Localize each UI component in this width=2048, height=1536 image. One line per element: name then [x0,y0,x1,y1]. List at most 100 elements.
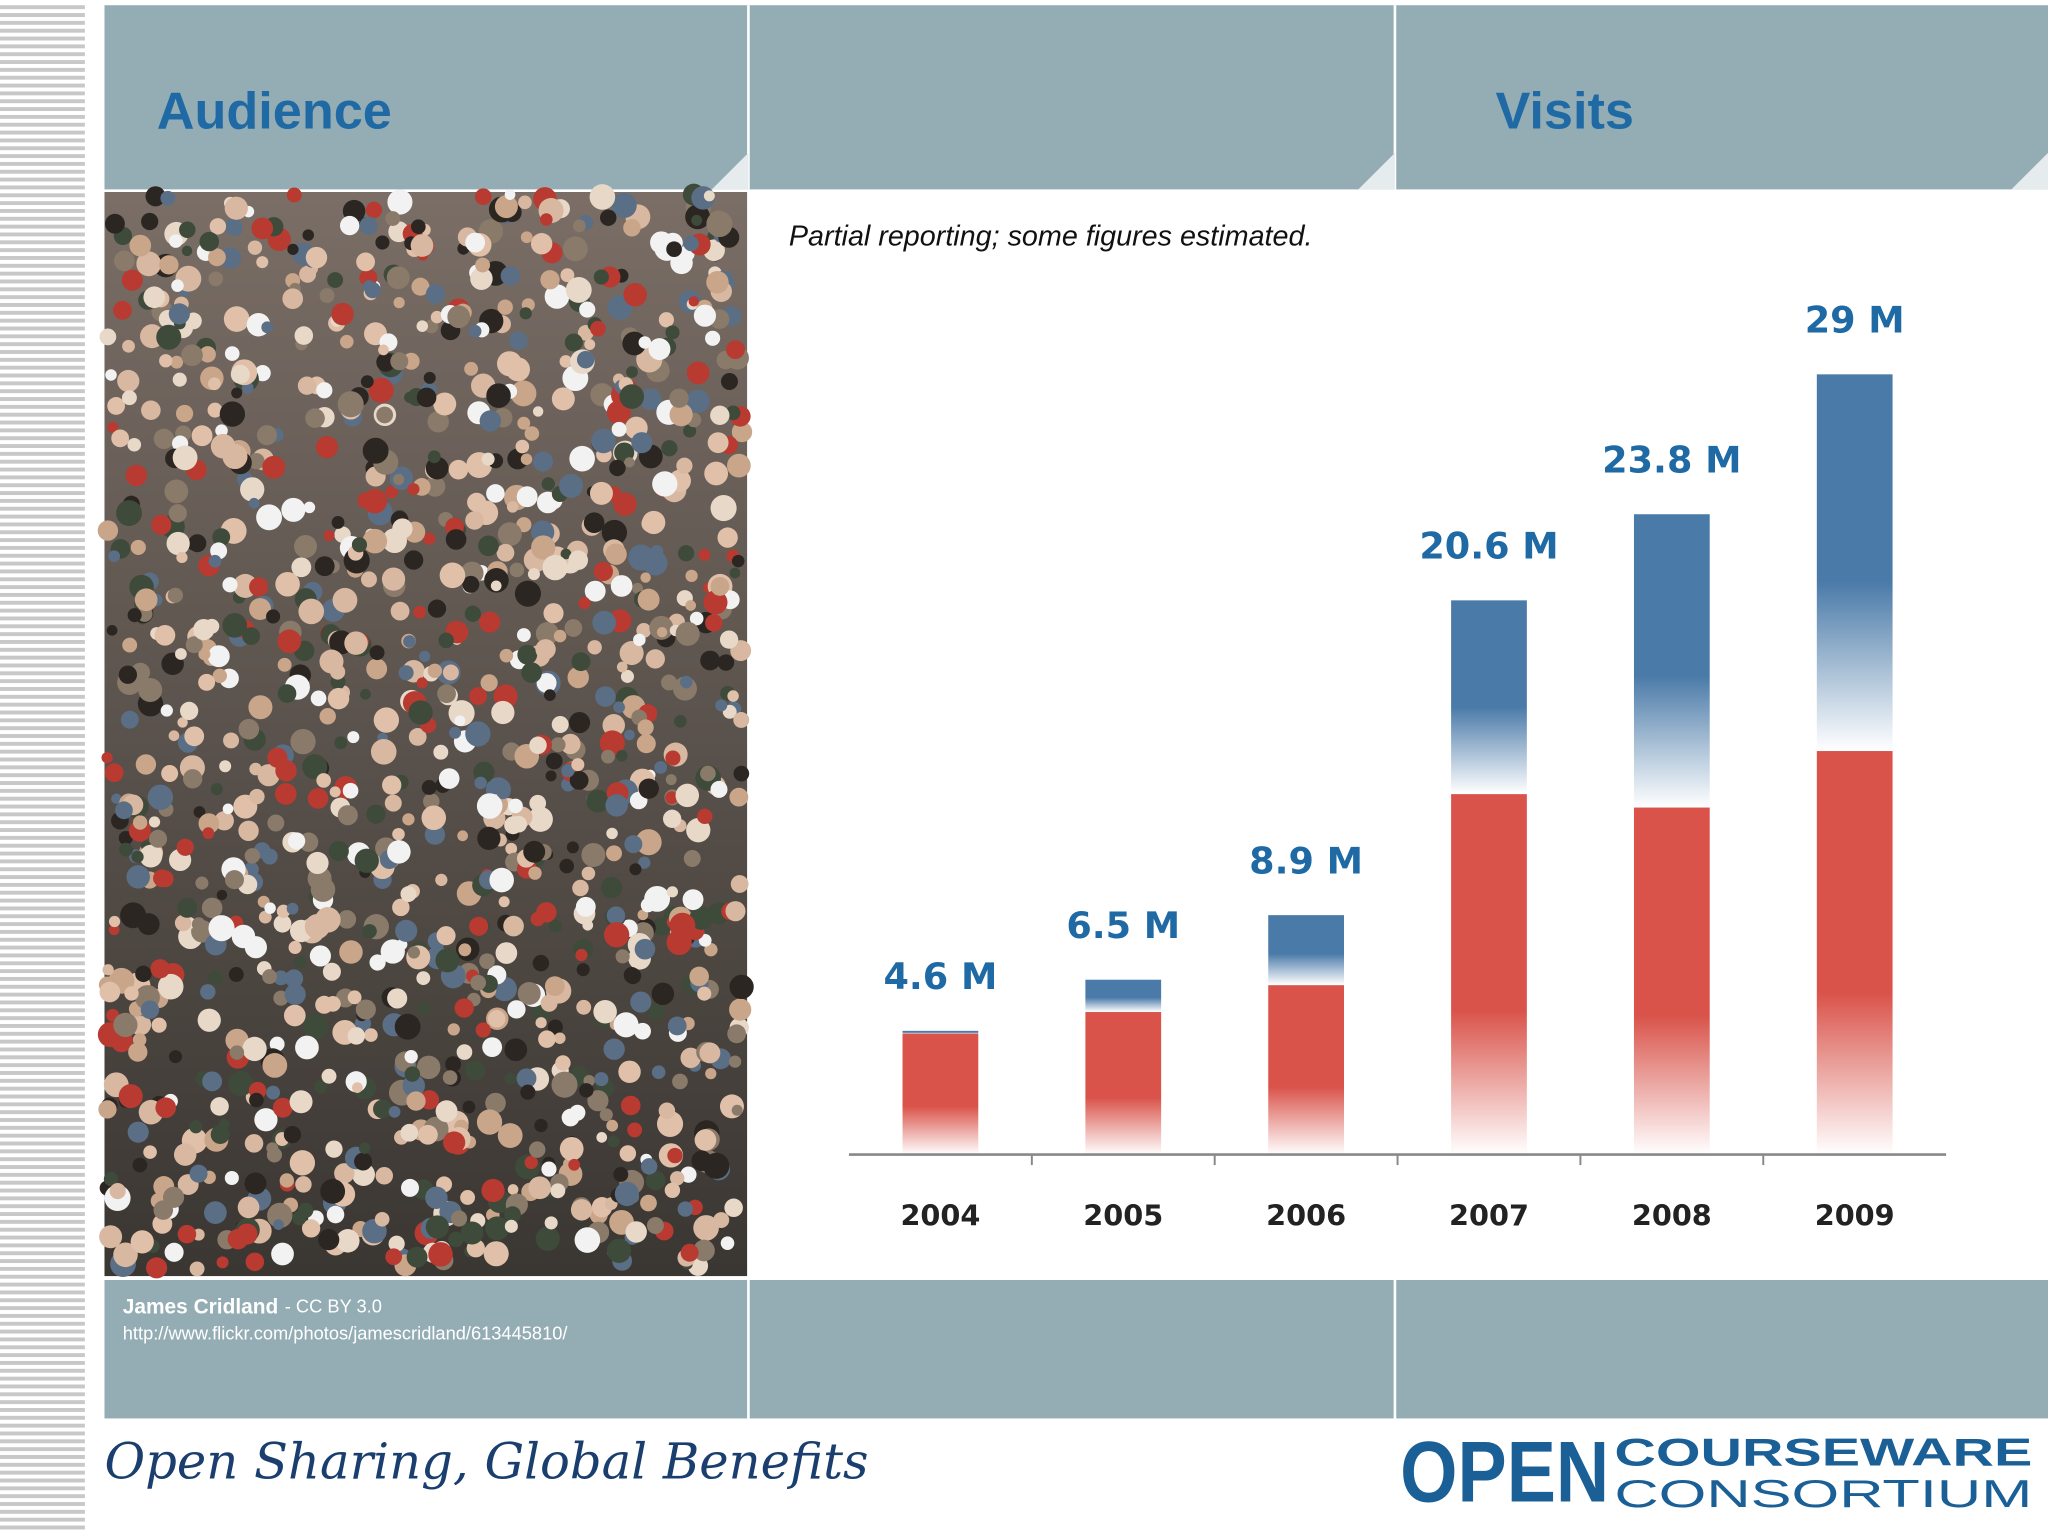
crowd-dot [179,701,199,721]
crowd-dot [303,1013,329,1040]
crowd-dot [648,1003,665,1020]
crowd-dot [506,501,519,513]
stripe [0,961,85,966]
stripe [0,498,85,503]
crowd-dot [517,416,531,430]
crowd-dot [236,1223,258,1245]
crowd-dot [560,268,575,283]
crowd-dot [411,277,430,296]
crowd-dot [193,618,215,641]
crowd-dot [137,913,160,936]
crowd-dot [544,284,570,309]
crowd-dot [667,1147,683,1164]
crowd-dot [578,597,591,610]
crowd-dot [636,734,656,754]
crowd-dot [323,530,335,541]
crowd-dot [373,1099,392,1119]
x-tick-label: 2009 [1815,1198,1895,1232]
crowd-dot [518,195,532,210]
crowd-dot [247,240,263,255]
crowd-dot [310,877,336,902]
crowd-dot [177,1224,197,1244]
crowd-dot [504,1219,518,1233]
stripe [0,914,85,919]
stripe [0,1219,85,1224]
stripe [0,788,85,793]
crowd-dot [352,1082,363,1093]
crowd-dot [662,809,682,828]
stripe [0,185,85,190]
crowd-dot [504,1206,521,1223]
stripe [0,1165,85,1169]
stripe [0,828,85,832]
stripe [0,224,85,229]
crowd-dot [560,733,581,755]
stripe [0,1266,85,1271]
crowd-dot [288,940,302,954]
crowd-dot [622,331,647,356]
crowd-dot [294,326,314,345]
crowd-dot [638,336,652,349]
crowd-dot [223,306,250,332]
crowd-dot [118,665,138,684]
stripe [0,1431,85,1436]
crowd-dot [717,527,738,548]
crowd-dot [193,806,206,818]
crowd-dot [153,869,171,888]
crowd-dot [182,769,203,789]
crowd-dot [329,786,341,798]
stripe [0,1188,85,1193]
stripe [0,208,85,213]
crowd-dot [141,212,159,231]
crowd-dot [214,811,234,831]
crowd-dot [603,922,630,948]
crowd-dot [360,375,374,389]
stripe [0,726,85,731]
crowd-dot [530,233,553,255]
crowd-dot [222,577,238,593]
crowd-dot [666,241,682,258]
crowd-dot [600,877,623,899]
crowd-dot [347,1027,366,1045]
crowd-dot [623,219,641,237]
stripe [0,577,85,582]
crowd-dot [605,794,628,817]
crowd-dot [634,938,656,960]
crowd-dot [532,451,554,472]
crowd-dot [215,424,228,437]
crowd-dot [593,269,609,285]
side-stripes [0,5,85,1530]
stripe [0,483,85,488]
x-tick-label: 2005 [1083,1198,1163,1232]
crowd-dot [393,297,405,309]
crowd-dot [275,571,300,597]
crowd-dot [661,440,678,457]
crowd-dot [272,1097,293,1118]
crowd-dot [497,1123,523,1148]
crowd-dot [507,1000,526,1019]
crowd-dot [139,844,163,868]
crowd-dot [208,377,221,391]
crowd-dot [584,580,606,602]
crowd-dot [613,701,625,714]
crowd-dot [286,902,299,915]
crowd-dot [635,829,662,856]
crowd-dot [231,387,243,399]
crowd-dot [683,235,699,252]
crowd-dot [561,1108,580,1127]
bar-segment [1633,807,1710,1155]
crowd-dot [725,901,746,922]
crowd-dot [675,783,700,808]
crowd-dot [156,324,182,350]
crowd-dot [423,793,440,810]
crowd-dot [720,1236,735,1250]
crowd-dot [704,943,718,957]
crowd-dot [219,401,246,427]
stripe [0,1392,85,1397]
crowd-dot [601,519,628,546]
crowd-dot [208,271,224,287]
crowd-dot [570,1199,593,1221]
stripe [0,530,85,535]
crowd-dot [442,1070,458,1085]
crowd-dot [231,924,256,949]
